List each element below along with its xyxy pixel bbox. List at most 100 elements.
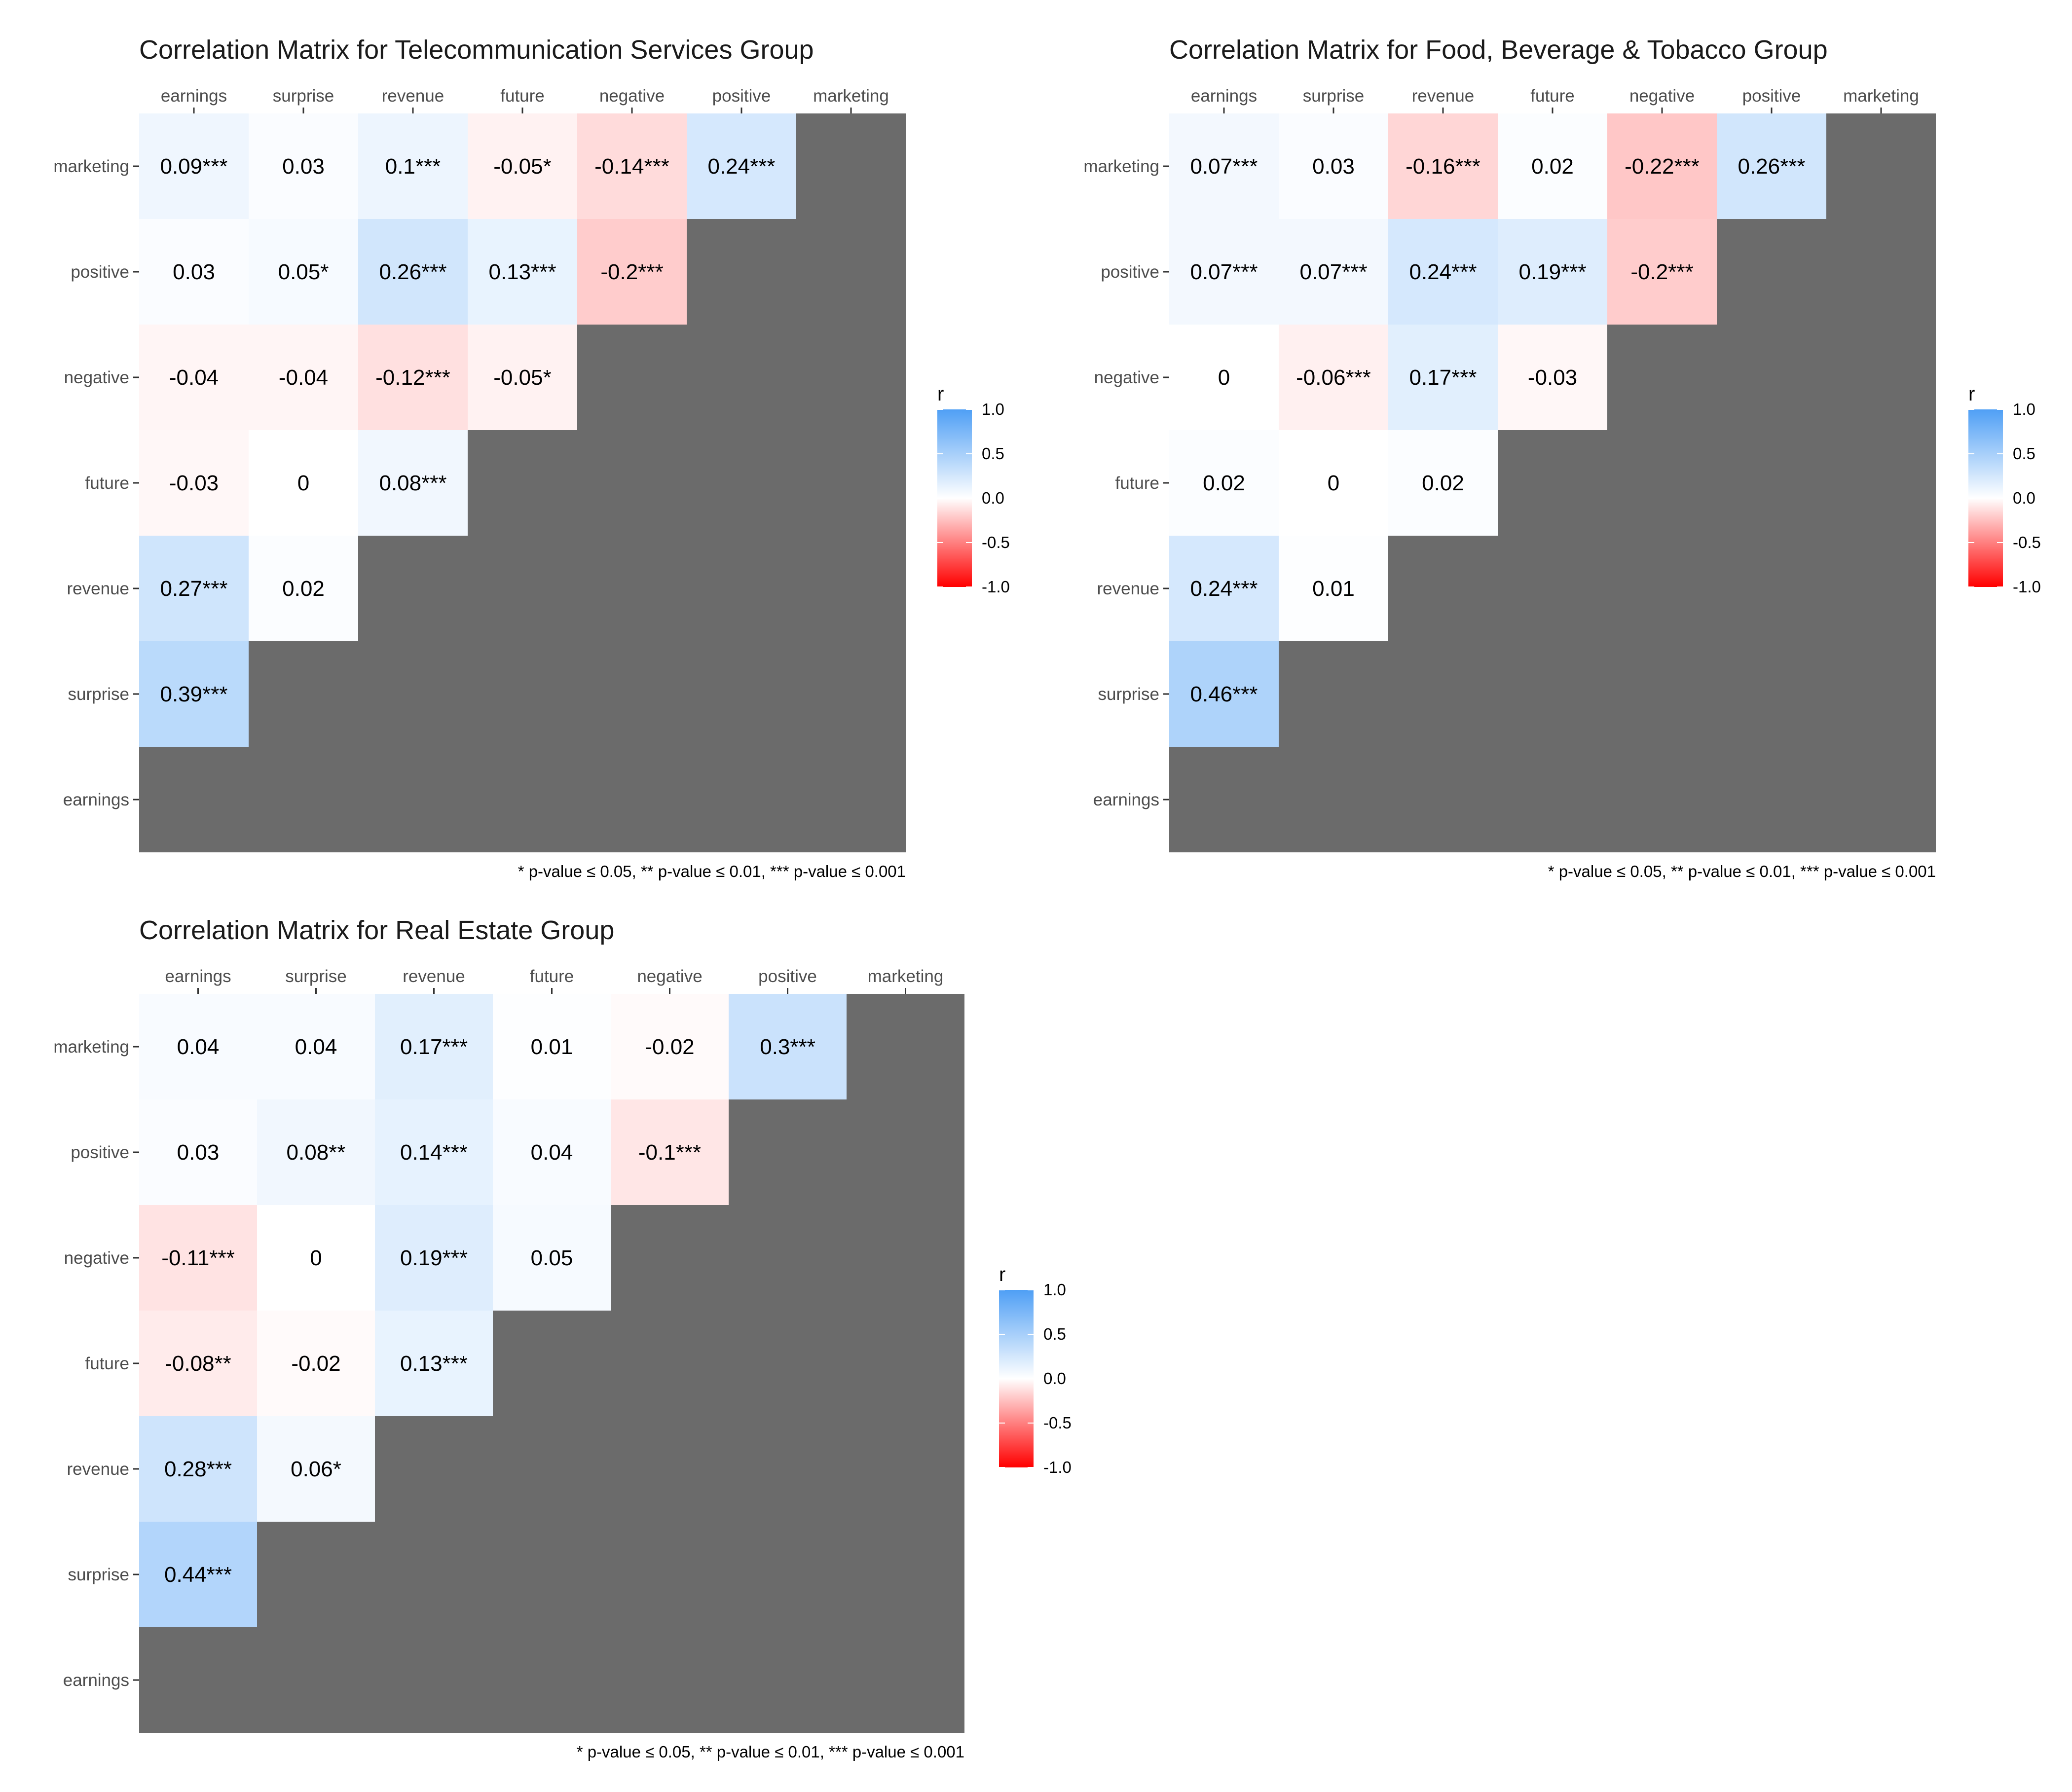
heatmap-cell-negative-future (493, 1205, 611, 1311)
heatmap-cell-future-revenue (1388, 430, 1498, 536)
heatmap-svg: earnings surprise revenue future negative pos… (53, 86, 1010, 880)
heatmap-cell-marketing-positive (1717, 113, 1826, 219)
cell-label-marketing-surprise: 0.03 (282, 154, 325, 179)
heatmap-cell-marketing-positive (729, 994, 847, 1099)
heatmap-cell-positive-negative (1607, 219, 1717, 325)
y-tick-label-surprise: surprise (1098, 685, 1159, 704)
heatmap-cell-revenue-earnings (139, 536, 249, 641)
heatmap-cell-future-surprise (257, 1311, 375, 1416)
cell-label-positive-negative: -0.2*** (1630, 260, 1693, 284)
heatmap-cell-surprise-earnings (1169, 641, 1279, 747)
cell-label-positive-surprise: 0.08** (287, 1140, 346, 1165)
heatmap-cell-negative-earnings (139, 1205, 257, 1311)
cell-label-positive-surprise: 0.05* (278, 260, 329, 284)
cell-label-future-surprise: 0 (297, 471, 309, 495)
heatmap-cell-marketing-earnings (139, 994, 257, 1099)
heatmap-cell-revenue-surprise (1279, 536, 1388, 641)
cell-label-marketing-future: 0.02 (1531, 154, 1574, 179)
heatmap-cell-surprise-earnings (139, 1522, 257, 1627)
x-tick-label-surprise: surprise (285, 967, 346, 986)
heatmap-cell-negative-surprise (249, 325, 358, 430)
cell-label-marketing-positive: 0.3*** (760, 1035, 815, 1059)
x-tick-label-surprise: surprise (1303, 86, 1364, 106)
y-tick-label-earnings: earnings (63, 1671, 129, 1690)
y-tick-label-marketing: marketing (1083, 157, 1159, 176)
legend-tick-label: 0.0 (982, 489, 1004, 507)
cell-label-positive-earnings: 0.03 (177, 1140, 220, 1165)
x-tick-label-marketing: marketing (1843, 86, 1919, 106)
chart-title: Correlation Matrix for Food, Beverage & … (1169, 35, 1828, 65)
heatmap-cell-positive-future (468, 219, 577, 325)
legend-tick-label: 0.5 (1043, 1325, 1066, 1343)
x-tick-label-earnings: earnings (1191, 86, 1257, 106)
chart-title: Correlation Matrix for Telecommunication… (139, 35, 814, 65)
heatmap-cell-marketing-future (1498, 113, 1607, 219)
legend-tick-label: -0.5 (982, 533, 1010, 551)
legend-tick-label: -0.5 (2013, 533, 2041, 551)
cell-label-surprise-earnings: 0.44*** (164, 1563, 232, 1587)
cell-label-future-earnings: 0.02 (1203, 471, 1245, 495)
cell-label-revenue-earnings: 0.27*** (160, 577, 227, 601)
cell-label-future-earnings: -0.08** (165, 1352, 231, 1376)
x-tick-label-future: future (1530, 86, 1575, 106)
legend-tick-label: 1.0 (2013, 400, 2035, 418)
legend-tick-label: 1.0 (1043, 1280, 1066, 1299)
cell-label-positive-future: 0.04 (531, 1140, 573, 1165)
x-tick-label-positive: positive (1742, 86, 1801, 106)
heatmap-cell-future-earnings (139, 430, 249, 536)
cell-label-marketing-earnings: 0.09*** (160, 154, 227, 179)
y-tick-label-earnings: earnings (1093, 790, 1159, 809)
heatmap-cell-revenue-surprise (257, 1416, 375, 1522)
significance-caption: * p-value ≤ 0.05, ** p-value ≤ 0.01, ***… (1548, 862, 1936, 880)
heatmap-cell-marketing-negative (1607, 113, 1717, 219)
cell-label-negative-earnings: -0.04 (169, 366, 219, 390)
cell-label-marketing-future: -0.05* (493, 154, 551, 179)
significance-caption: * p-value ≤ 0.05, ** p-value ≤ 0.01, ***… (577, 1743, 964, 1761)
cell-label-negative-future: -0.05* (493, 366, 551, 390)
heatmap-cell-marketing-revenue (358, 113, 468, 219)
heatmap-cell-revenue-earnings (139, 1416, 257, 1522)
legend-title: r (1968, 383, 1975, 405)
cell-label-negative-surprise: -0.04 (279, 366, 328, 390)
y-tick-label-surprise: surprise (68, 1565, 129, 1584)
heatmap-cell-marketing-negative (611, 994, 729, 1099)
heatmap-cell-negative-revenue (358, 325, 468, 430)
x-tick-label-negative: negative (599, 86, 665, 106)
cell-label-positive-revenue: 0.24*** (1409, 260, 1477, 284)
heatmap-cell-marketing-revenue (1388, 113, 1498, 219)
legend-tick-label: 0.0 (2013, 489, 2035, 507)
heatmap-cell-marketing-positive (687, 113, 796, 219)
cell-label-future-revenue: 0.13*** (400, 1352, 468, 1376)
y-tick-label-revenue: revenue (67, 579, 129, 598)
cell-label-future-earnings: -0.03 (169, 471, 219, 495)
heatmap-cell-positive-negative (611, 1099, 729, 1205)
cell-label-future-surprise: 0 (1328, 471, 1339, 495)
cell-label-marketing-negative: -0.22*** (1625, 154, 1700, 179)
legend-title: r (999, 1264, 1005, 1285)
cell-label-positive-revenue: 0.26*** (379, 260, 446, 284)
cell-label-negative-earnings: -0.11*** (161, 1246, 234, 1270)
cell-label-surprise-earnings: 0.39*** (160, 682, 227, 706)
cell-label-negative-surprise: -0.06*** (1296, 366, 1371, 390)
heatmap-cell-marketing-future (468, 113, 577, 219)
cell-label-marketing-negative: -0.14*** (594, 154, 669, 179)
x-tick-label-negative: negative (637, 967, 702, 986)
heatmap-cell-negative-earnings (1169, 325, 1279, 430)
x-tick-label-future: future (530, 967, 574, 986)
heatmap-cell-surprise-earnings (139, 641, 249, 747)
y-tick-label-future: future (1115, 474, 1160, 493)
y-tick-label-future: future (85, 474, 130, 493)
cell-label-positive-revenue: 0.14*** (400, 1140, 468, 1165)
heatmap-cell-positive-future (493, 1099, 611, 1205)
heatmap-cell-positive-revenue (375, 1099, 493, 1205)
cell-label-positive-future: 0.19*** (1518, 260, 1586, 284)
legend-tick-label: -0.5 (1043, 1414, 1072, 1432)
x-tick-label-negative: negative (1629, 86, 1695, 106)
heatmap-cell-positive-surprise (1279, 219, 1388, 325)
x-tick-label-surprise: surprise (273, 86, 334, 106)
heatmap-cell-marketing-surprise (249, 113, 358, 219)
cell-label-marketing-surprise: 0.04 (295, 1035, 337, 1059)
cell-label-positive-earnings: 0.03 (173, 260, 215, 284)
cell-label-future-revenue: 0.02 (1422, 471, 1464, 495)
cell-label-marketing-revenue: 0.1*** (385, 154, 441, 179)
